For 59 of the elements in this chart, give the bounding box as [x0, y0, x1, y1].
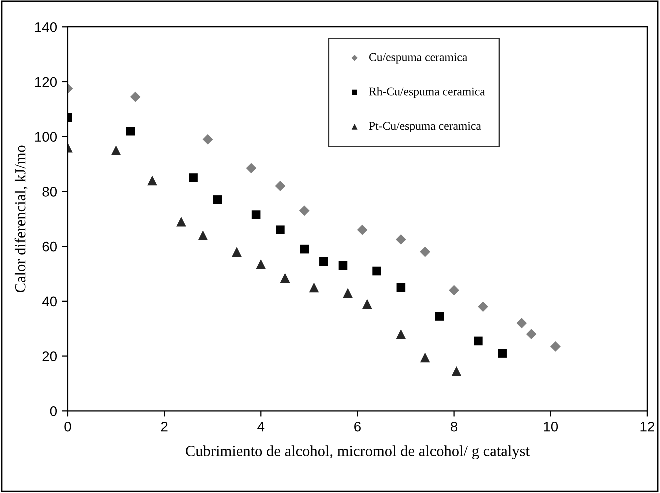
point: [357, 224, 368, 236]
point: [343, 288, 353, 298]
point: [300, 244, 309, 254]
y-tick-label: 140: [35, 22, 58, 32]
legend-label: Pt-Cu/espuma ceramica: [369, 122, 482, 132]
x-tick-label: 6: [354, 422, 361, 432]
point: [111, 146, 122, 156]
point: [474, 336, 483, 346]
y-axis-title: Calor diferencial, kJ/mo: [14, 146, 28, 293]
point: [280, 273, 290, 284]
y-tick-label: 20: [42, 352, 58, 362]
point: [276, 226, 285, 235]
x-axis-title: Cubrimiento de alcohol, micromol de alcohol/ g catalyst: [186, 446, 530, 460]
point: [338, 261, 348, 270]
point: [550, 342, 561, 352]
point: [252, 210, 261, 220]
x-tick-label: 2: [161, 422, 168, 432]
point: [516, 318, 528, 329]
point: [198, 230, 208, 241]
point: [435, 312, 444, 321]
point: [478, 302, 488, 312]
point: [126, 126, 136, 136]
point: [189, 174, 198, 182]
point: [396, 234, 406, 245]
y-tick-label: 120: [35, 77, 58, 88]
point: [372, 266, 382, 276]
point: [396, 329, 406, 340]
x-tick-label: 8: [451, 422, 458, 432]
point: [232, 247, 242, 257]
point: [452, 366, 462, 376]
point: [275, 181, 286, 192]
point: [299, 206, 310, 216]
point: [320, 257, 328, 266]
y-tick-label: 0: [50, 406, 58, 416]
point: [396, 283, 406, 292]
y-tick-label: 40: [42, 296, 58, 307]
x-tick-label: 4: [258, 422, 265, 432]
point: [246, 163, 257, 174]
y-tick-label: 80: [42, 187, 58, 197]
y-tick-label: 100: [35, 132, 58, 142]
legend-label: Cu/espuma ceramica: [369, 53, 468, 64]
point: [148, 176, 158, 186]
point: [202, 134, 214, 145]
point: [420, 352, 430, 363]
point: [362, 299, 372, 310]
point: [130, 92, 141, 102]
x-tick-label: 10: [544, 422, 558, 432]
point: [256, 259, 266, 270]
legend-label: Rh-Cu/espuma ceramica: [369, 87, 486, 98]
point: [449, 285, 460, 296]
point: [498, 349, 507, 358]
point: [176, 216, 186, 227]
x-tick-label: 0: [64, 422, 72, 432]
y-tick-label: 60: [42, 242, 58, 252]
point: [309, 282, 320, 293]
x-tick-label: 12: [640, 422, 654, 432]
point: [526, 329, 537, 340]
point: [420, 246, 431, 258]
point: [213, 196, 222, 204]
